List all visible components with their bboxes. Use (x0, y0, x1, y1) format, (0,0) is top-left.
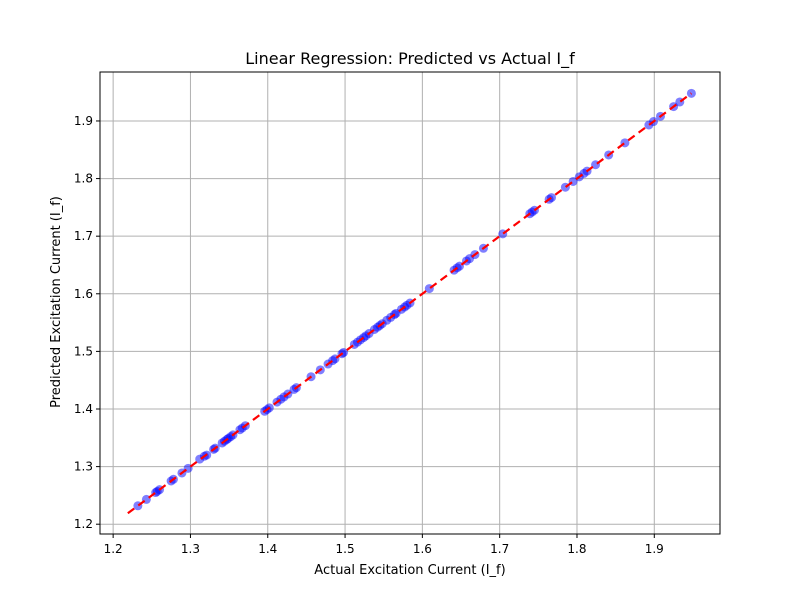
x-tick-label: 1.7 (490, 542, 509, 556)
chart-title: Linear Regression: Predicted vs Actual I… (245, 49, 575, 69)
y-tick-label: 1.2 (74, 517, 93, 531)
y-tick-label: 1.6 (74, 287, 93, 301)
y-tick-label: 1.8 (74, 172, 93, 186)
y-tick-label: 1.7 (74, 229, 93, 243)
y-tick-label: 1.5 (74, 344, 93, 358)
x-tick-label: 1.9 (645, 542, 664, 556)
x-tick-label: 1.5 (336, 542, 355, 556)
x-ticks: 1.2 1.3 1.4 1.5 1.6 1.7 1.8 1.9 (104, 534, 664, 556)
x-axis-label: Actual Excitation Current (I_f) (314, 563, 505, 578)
y-tick-label: 1.4 (74, 402, 93, 416)
axes-frame (99, 71, 721, 535)
fit-line (127, 92, 693, 515)
grid (100, 72, 720, 534)
y-axis-label: Predicted Excitation Current (I_f) (49, 196, 64, 408)
fit-line-group (127, 92, 693, 515)
x-tick-label: 1.3 (181, 542, 200, 556)
x-tick-label: 1.4 (258, 542, 277, 556)
x-tick-label: 1.8 (567, 542, 586, 556)
y-tick-label: 1.9 (74, 114, 93, 128)
x-tick-label: 1.2 (104, 542, 123, 556)
y-tick-label: 1.3 (74, 460, 93, 474)
x-tick-label: 1.6 (413, 542, 432, 556)
y-ticks: 1.2 1.3 1.4 1.5 1.6 1.7 1.8 1.9 (74, 114, 100, 531)
